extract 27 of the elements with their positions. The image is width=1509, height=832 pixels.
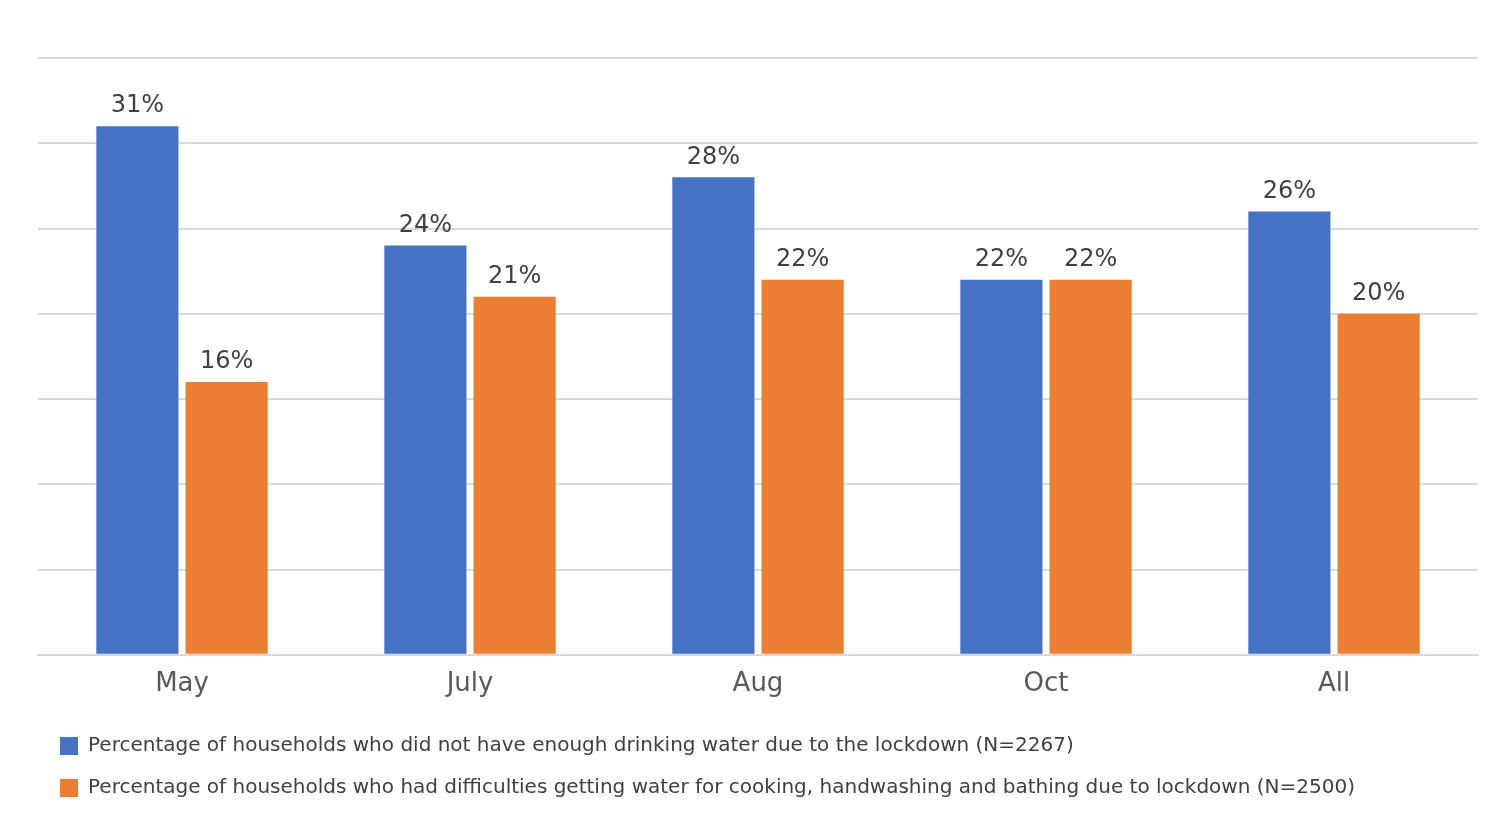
- bar: [1248, 211, 1331, 654]
- legend-label: Percentage of households who had difficulties getting water for cooking, handwashing and bathing due to lockdown (N=2500): [88, 774, 1355, 799]
- bar: [185, 381, 268, 654]
- data-label: 21%: [487, 260, 542, 289]
- x-tick-label: Aug: [732, 667, 784, 698]
- bar: [384, 245, 467, 654]
- data-label: 31%: [110, 90, 165, 119]
- x-tick-label: May: [155, 667, 209, 698]
- x-tick-label: July: [444, 667, 494, 698]
- bar: [672, 177, 755, 654]
- bar: [473, 296, 556, 654]
- data-label: 22%: [775, 243, 830, 272]
- data-label: 20%: [1351, 278, 1406, 307]
- legend-label: Percentage of households who did not have enough drinking water due to the lockdown (N=2267): [88, 732, 1074, 757]
- bar: [1049, 279, 1132, 654]
- data-label: 24%: [398, 209, 453, 238]
- data-label: 22%: [1063, 243, 1118, 272]
- bar: [1337, 313, 1420, 654]
- data-label: 28%: [686, 141, 741, 170]
- x-tick-label: All: [1317, 667, 1351, 698]
- x-tick-label: Oct: [1023, 667, 1069, 698]
- data-label: 26%: [1262, 175, 1317, 204]
- data-label: 22%: [974, 243, 1029, 272]
- bar: [96, 126, 179, 654]
- bar: [761, 279, 844, 654]
- bar: [960, 279, 1043, 654]
- data-label: 16%: [199, 346, 254, 375]
